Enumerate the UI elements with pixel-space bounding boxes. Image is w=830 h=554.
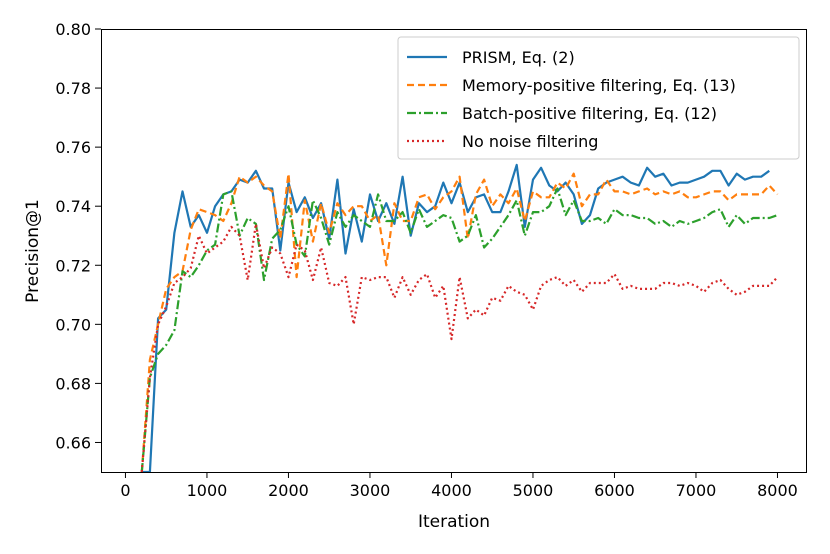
x-axis: 0 1000 2000 3000 4000 5000 6000 7000 8000 bbox=[120, 472, 798, 500]
y-tick-label: 0.78 bbox=[55, 79, 91, 98]
legend-label-3: Batch-positive filtering, Eq. (12) bbox=[462, 104, 717, 123]
legend-label-2: Memory-positive filtering, Eq. (13) bbox=[462, 76, 736, 95]
x-tick-label: 0 bbox=[120, 481, 130, 500]
x-tick-label: 1000 bbox=[187, 481, 228, 500]
legend: PRISM, Eq. (2) Memory-positive filtering,… bbox=[397, 36, 800, 160]
plot-lines bbox=[140, 163, 779, 472]
series-line-2 bbox=[140, 172, 779, 472]
series-line-1 bbox=[141, 163, 770, 472]
y-tick-label: 0.74 bbox=[55, 197, 91, 216]
y-axis: 0.66 0.68 0.70 0.72 0.74 0.76 0.78 0.80 bbox=[55, 20, 101, 452]
legend-label-4: No noise filtering bbox=[462, 132, 598, 151]
series-line-3 bbox=[140, 187, 778, 472]
plot-frame bbox=[101, 29, 807, 473]
series-line-4 bbox=[140, 222, 779, 472]
x-tick-label: 6000 bbox=[594, 481, 635, 500]
y-tick-label: 0.80 bbox=[55, 20, 91, 39]
y-tick-label: 0.66 bbox=[55, 433, 91, 452]
x-axis-label: Iteration bbox=[418, 512, 490, 532]
x-tick-label: 7000 bbox=[676, 481, 717, 500]
x-tick-label: 5000 bbox=[513, 481, 554, 500]
y-axis-label: Precision@1 bbox=[23, 199, 43, 303]
legend-box bbox=[397, 36, 800, 160]
y-tick-label: 0.76 bbox=[55, 138, 91, 157]
y-tick-label: 0.72 bbox=[55, 256, 91, 275]
x-tick-label: 2000 bbox=[268, 481, 309, 500]
legend-label-1: PRISM, Eq. (2) bbox=[462, 48, 575, 67]
y-tick-label: 0.68 bbox=[55, 374, 91, 393]
y-tick-label: 0.70 bbox=[55, 315, 91, 334]
x-tick-label: 3000 bbox=[350, 481, 391, 500]
x-tick-label: 4000 bbox=[431, 481, 472, 500]
x-tick-label: 8000 bbox=[757, 481, 798, 500]
